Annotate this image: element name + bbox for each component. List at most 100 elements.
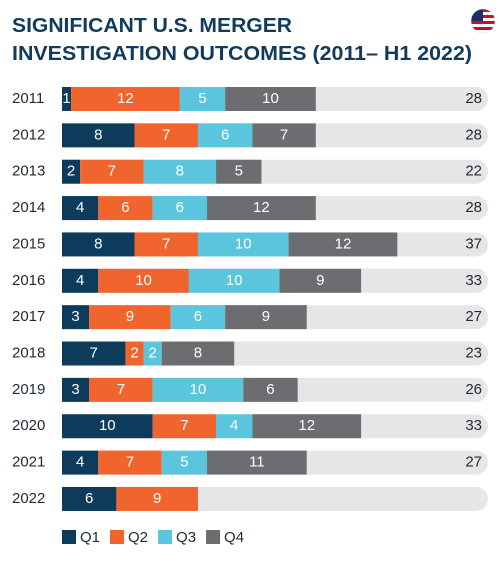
- data-label: 6: [176, 199, 184, 216]
- total-label: 27: [465, 454, 482, 471]
- legend-swatch: [62, 530, 76, 544]
- data-label: 4: [76, 272, 84, 289]
- bar-segment: [80, 159, 144, 184]
- bar-segment: [62, 450, 99, 475]
- flag-icon: [471, 9, 495, 33]
- bar-segment: [143, 341, 162, 366]
- data-label: 2: [67, 163, 75, 180]
- data-label: 10: [262, 90, 279, 107]
- bar-segment: [62, 232, 135, 257]
- data-label: 10: [135, 272, 152, 289]
- total-label: 33: [465, 272, 482, 289]
- bar-segment: [116, 486, 198, 511]
- bar-segment: [197, 232, 289, 257]
- data-label: 6: [85, 490, 93, 507]
- legend-label: Q1: [80, 529, 100, 546]
- total-label: 33: [465, 417, 482, 434]
- bar-segment: [62, 196, 99, 221]
- bar-segment: [134, 232, 198, 257]
- bar-segment: [216, 414, 253, 439]
- data-label: 8: [94, 235, 102, 252]
- data-label: 12: [298, 417, 315, 434]
- data-label: 6: [121, 199, 129, 216]
- y-tick-label: 2015: [12, 235, 45, 252]
- data-label: 12: [117, 90, 134, 107]
- data-label: 2: [148, 344, 156, 361]
- bar-segment: [89, 377, 153, 402]
- chart-title: INVESTIGATION OUTCOMES (2011– H1 2022): [12, 43, 472, 65]
- legend-swatch: [110, 530, 125, 544]
- bar-segment: [62, 486, 117, 511]
- data-label: 12: [335, 235, 352, 252]
- bar-segment: [252, 123, 316, 148]
- data-label: 10: [99, 417, 116, 434]
- data-label: 7: [162, 126, 170, 143]
- data-label: 7: [108, 163, 116, 180]
- total-label: 37: [465, 235, 482, 252]
- data-label: 6: [221, 126, 229, 143]
- y-tick-label: 2014: [12, 199, 45, 216]
- y-tick-label: 2021: [12, 454, 45, 471]
- bar-segment: [134, 123, 198, 148]
- bar-segment: [62, 123, 135, 148]
- bar-segment: [62, 341, 126, 366]
- total-label: 23: [465, 344, 482, 361]
- data-label: 6: [194, 308, 202, 325]
- bar-segment: [62, 305, 90, 330]
- data-label: 4: [76, 199, 84, 216]
- y-tick-label: 2018: [12, 344, 45, 361]
- total-label: 28: [465, 199, 482, 216]
- data-label: 3: [71, 381, 79, 398]
- bar-segment: [243, 377, 298, 402]
- data-label: 1: [62, 90, 70, 107]
- chart-title: SIGNIFICANT U.S. MERGER: [12, 15, 293, 37]
- bar-segment: [197, 123, 253, 148]
- bar-segment: [62, 268, 99, 293]
- data-label: 9: [153, 490, 161, 507]
- bar-segment: [179, 87, 226, 111]
- bar-segment: [98, 450, 162, 475]
- bar-segment: [71, 87, 180, 111]
- bar-segment: [225, 305, 307, 330]
- bar-segment: [152, 414, 217, 439]
- data-label: 7: [126, 454, 134, 471]
- y-tick-label: 2019: [12, 381, 45, 398]
- data-label: 7: [180, 417, 188, 434]
- total-label: 26: [465, 381, 482, 398]
- data-label: 7: [162, 235, 170, 252]
- total-label: 28: [465, 90, 482, 107]
- bar-segment: [98, 268, 189, 293]
- y-tick-label: 2017: [12, 308, 45, 325]
- y-tick-label: 2013: [12, 163, 45, 180]
- legend-label: Q2: [128, 529, 148, 546]
- data-label: 2: [130, 344, 138, 361]
- total-label: 28: [465, 126, 482, 143]
- data-label: 6: [266, 381, 274, 398]
- data-label: 8: [194, 344, 202, 361]
- data-label: 5: [235, 163, 243, 180]
- bar-segment: [89, 305, 171, 330]
- data-label: 5: [198, 90, 206, 107]
- bar-segment: [225, 87, 316, 111]
- bar-segment: [207, 196, 316, 221]
- data-label: 3: [71, 308, 79, 325]
- bar-segment: [125, 341, 144, 366]
- bar-segment: [161, 450, 208, 475]
- data-label: 9: [126, 308, 134, 325]
- data-label: 7: [90, 344, 98, 361]
- bar-segment: [152, 196, 208, 221]
- data-label: 7: [280, 126, 288, 143]
- bar-segment: [161, 341, 235, 366]
- y-tick-label: 2012: [12, 126, 45, 143]
- legend-label: Q4: [224, 529, 244, 546]
- legend-label: Q3: [176, 529, 196, 546]
- data-label: 11: [249, 454, 265, 471]
- data-label: 12: [253, 199, 270, 216]
- bar-segment: [62, 377, 90, 402]
- data-label: 8: [176, 163, 184, 180]
- bar-segment: [143, 159, 217, 184]
- bar-segment: [207, 450, 307, 475]
- bar-segment: [216, 159, 262, 184]
- data-label: 9: [316, 272, 324, 289]
